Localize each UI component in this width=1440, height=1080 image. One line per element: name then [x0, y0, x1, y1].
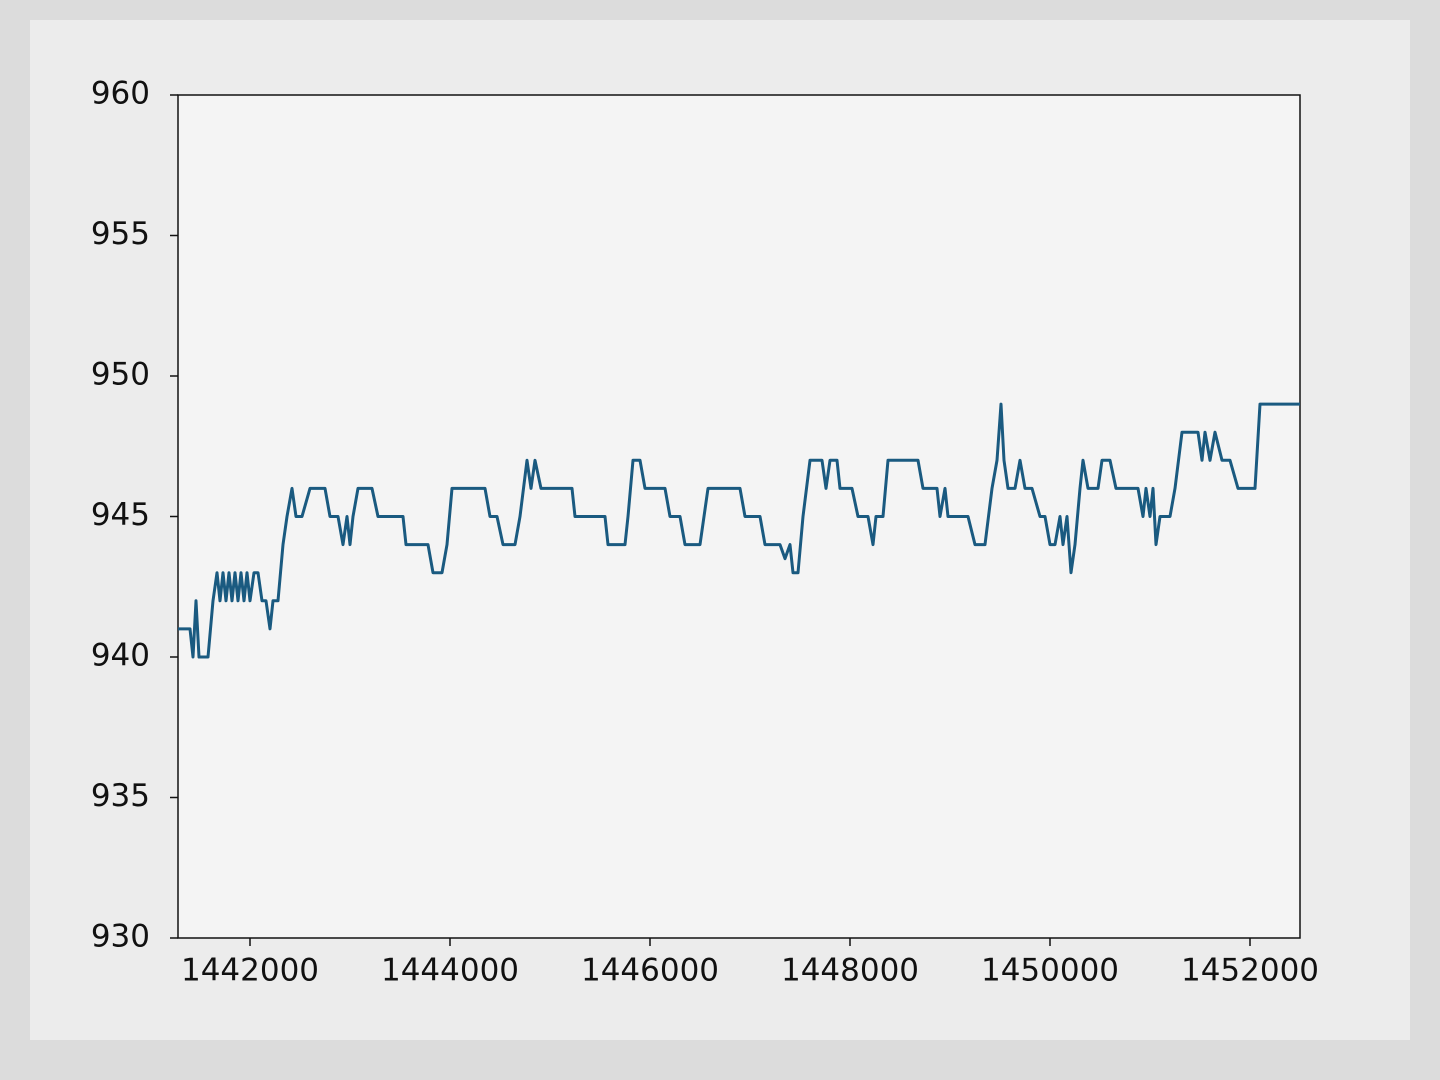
y-tick-label: 930 [91, 919, 150, 955]
y-tick-label: 935 [91, 778, 150, 814]
y-tick-label: 960 [91, 76, 150, 112]
y-tick-label: 955 [91, 216, 150, 252]
x-tick-label: 1446000 [581, 953, 719, 989]
plot-area [177, 94, 1301, 939]
x-tick-label: 1442000 [181, 953, 319, 989]
y-tick-label: 945 [91, 497, 150, 533]
y-tick-label: 940 [91, 638, 150, 674]
y-tick-label: 950 [91, 357, 150, 393]
x-tick-label: 1444000 [381, 953, 519, 989]
x-tick-label: 1450000 [981, 953, 1119, 989]
data-line [178, 402, 1300, 659]
x-tick-label: 1452000 [1181, 953, 1319, 989]
x-tick-label: 1448000 [781, 953, 919, 989]
